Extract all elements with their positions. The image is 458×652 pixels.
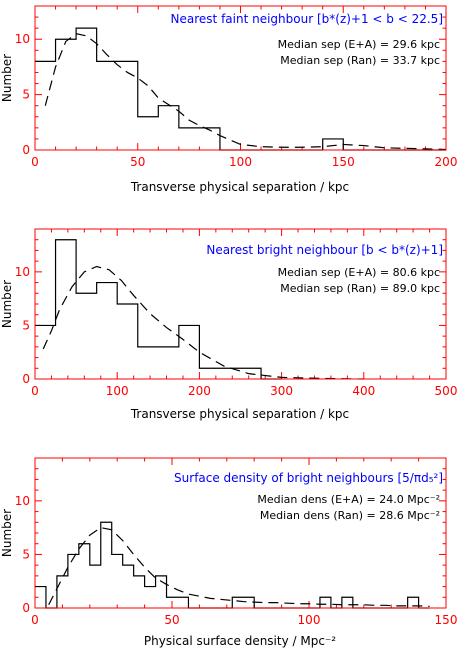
random-distribution-series [48, 527, 430, 607]
random-distribution-series [42, 265, 364, 380]
annotation-median-ran: Median dens (Ran) = 28.6 Mpc⁻² [260, 509, 440, 522]
panel-surface-density: 0 50 100 150 0 5 10 Surface density of bright … [0, 457, 458, 648]
x-tick-label: 400 [352, 384, 375, 398]
y-tick-label: 0 [22, 372, 30, 386]
annotation-median-ea: Median sep (E+A) = 29.6 kpc [278, 38, 440, 51]
y-tick-label: 10 [15, 32, 30, 46]
y-tick-label: 5 [22, 88, 30, 102]
x-tick-label: 100 [298, 613, 321, 627]
plot-frame [34, 228, 447, 380]
plot-frame [34, 5, 447, 151]
y-tick-label: 10 [15, 494, 30, 508]
y-tick-label: 0 [22, 601, 30, 615]
chart-title: Nearest faint neighbour [b*(z)+1 < b < 2… [171, 12, 443, 26]
x-tick-label: 0 [31, 613, 39, 627]
x-tick-label: 300 [270, 384, 293, 398]
x-tick-label: 150 [332, 155, 355, 169]
y-tick-label: 5 [22, 318, 30, 332]
x-tick-label: 150 [435, 613, 458, 627]
chart-title: Surface density of bright neighbours [5/… [174, 471, 443, 485]
y-tick-label: 10 [15, 265, 30, 279]
x-tick-label: 500 [435, 384, 458, 398]
y-tick-label: 0 [22, 143, 30, 157]
y-tick-label: 5 [22, 547, 30, 561]
annotation-median-ea: Median dens (E+A) = 24.0 Mpc⁻² [257, 493, 440, 506]
random-distribution-series [44, 33, 447, 151]
y-axis-label: Number [0, 54, 14, 102]
panel-bright-neighbour: 0 100 200 300 400 500 0 5 10 Nearest bright neig… [0, 228, 458, 421]
x-tick-label: 50 [130, 155, 145, 169]
x-axis-label: Transverse physical separation / kpc [130, 407, 349, 421]
plot-frame [34, 457, 447, 609]
annotation-median-ea: Median sep (E+A) = 80.6 kpc [278, 266, 440, 279]
x-axis-label: Physical surface density / Mpc⁻² [144, 634, 336, 648]
annotation-median-ran: Median sep (Ran) = 33.7 kpc [280, 54, 440, 67]
y-axis-label: Number [0, 280, 14, 328]
annotation-median-ran: Median sep (Ran) = 89.0 kpc [280, 282, 440, 295]
y-axis-label: Number [0, 509, 14, 557]
histogram-series [35, 521, 430, 609]
panel-faint-neighbour: 0 50 100 150 200 0 5 10 Nearest faint neighbour… [0, 5, 458, 194]
histogram-series [35, 239, 282, 380]
x-tick-label: 200 [188, 384, 211, 398]
x-tick-label: 0 [31, 155, 39, 169]
x-tick-label: 100 [229, 155, 252, 169]
x-tick-label: 50 [164, 613, 179, 627]
x-tick-label: 0 [31, 384, 39, 398]
chart-title: Nearest bright neighbour [b < b*(z)+1] [206, 243, 443, 257]
x-axis-label: Transverse physical separation / kpc [130, 180, 349, 194]
x-tick-label: 100 [106, 384, 129, 398]
x-tick-label: 200 [435, 155, 458, 169]
